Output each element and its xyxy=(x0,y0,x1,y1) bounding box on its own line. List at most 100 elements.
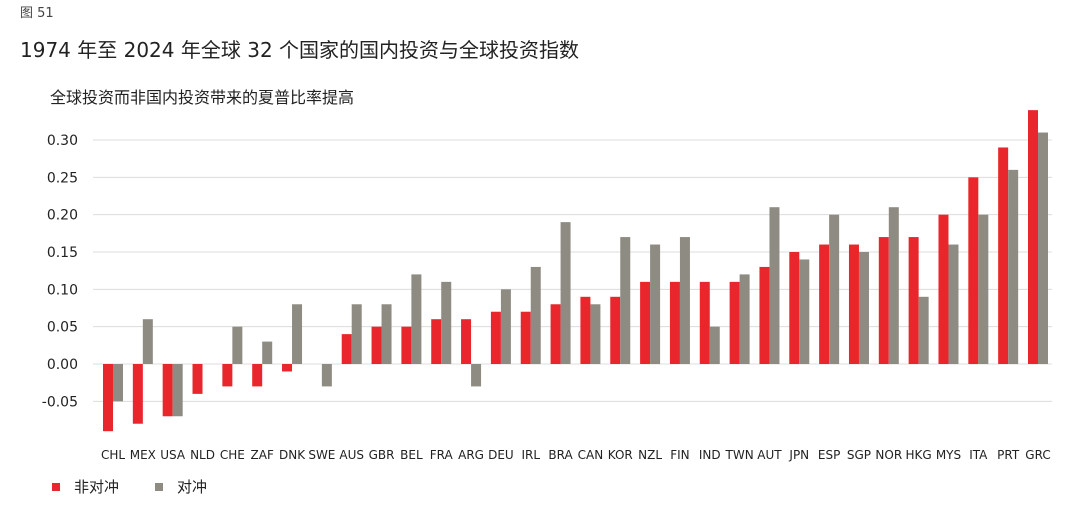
legend-item-hedged: 对冲 xyxy=(155,476,207,497)
bar-hedged-prt xyxy=(1008,169,1019,364)
bar-hedged-kor xyxy=(620,237,631,364)
y-tick-label: 0.20 xyxy=(47,208,78,224)
bar-unhedged-aus xyxy=(341,334,352,364)
x-tick-label: NLD xyxy=(190,448,215,462)
bar-unhedged-mex xyxy=(132,364,143,424)
bar-hedged-aus xyxy=(351,304,362,364)
y-tick-label: 0.30 xyxy=(47,133,78,149)
x-tick-label: NZL xyxy=(638,448,662,462)
x-tick-label: AUT xyxy=(757,448,782,462)
chart-subtitle: 全球投资而非国内投资带来的夏普比率提高 xyxy=(50,88,355,107)
x-tick-label: CHE xyxy=(220,448,245,462)
y-tick-label: 0.10 xyxy=(47,282,78,298)
x-tick-label: MEX xyxy=(130,448,156,462)
legend-swatch-hedged xyxy=(155,482,164,491)
bar-hedged-fin xyxy=(679,237,690,364)
x-tick-label: SGP xyxy=(847,448,871,462)
x-tick-label: ESP xyxy=(818,448,840,462)
bar-hedged-usa xyxy=(172,364,183,417)
x-tick-label: DNK xyxy=(279,448,306,462)
bar-unhedged-aut xyxy=(759,266,770,364)
x-tick-label: MYS xyxy=(936,448,961,462)
bar-unhedged-ind xyxy=(699,281,710,364)
x-tick-label: GRC xyxy=(1025,448,1050,462)
bar-hedged-hkg xyxy=(918,296,929,364)
bar-unhedged-can xyxy=(580,296,591,364)
x-tick-label: BEL xyxy=(400,448,423,462)
bar-unhedged-dnk xyxy=(282,364,293,372)
x-tick-label: ZAF xyxy=(251,448,274,462)
x-tick-label: SWE xyxy=(308,448,335,462)
bar-unhedged-zaf xyxy=(252,364,263,387)
bar-hedged-esp xyxy=(829,214,840,364)
x-tick-label: ARG xyxy=(458,448,484,462)
x-tick-label: NOR xyxy=(875,448,902,462)
x-tick-label: BRA xyxy=(548,448,573,462)
x-tick-label: ITA xyxy=(969,448,988,462)
x-tick-label: IRL xyxy=(521,448,540,462)
bar-hedged-chl xyxy=(113,364,123,402)
x-tick-label: JPN xyxy=(788,448,809,462)
bar-unhedged-ita xyxy=(968,177,979,364)
bar-unhedged-prt xyxy=(998,147,1009,364)
bar-hedged-jpn xyxy=(799,259,810,364)
bars xyxy=(103,110,1048,432)
bar-hedged-dnk xyxy=(292,304,303,364)
x-axis-labels: CHL MEX USA NLD CHE ZAF DNK SWE AUS GBR BEL FRA ARG D… xyxy=(101,448,1051,462)
legend-label-hedged: 对冲 xyxy=(177,478,208,496)
bar-hedged-bra xyxy=(560,222,571,364)
bar-unhedged-irl xyxy=(520,311,531,364)
legend-swatch-unhedged xyxy=(52,482,60,491)
bar-hedged-che xyxy=(232,326,243,364)
x-tick-label: PRT xyxy=(997,448,1020,462)
bar-hedged-swe xyxy=(321,364,332,387)
y-tick-label: 0.25 xyxy=(47,170,78,186)
bar-unhedged-hkg xyxy=(908,237,919,364)
y-tick-label: -0.05 xyxy=(42,394,78,410)
bar-hedged-twn xyxy=(739,274,750,364)
x-tick-label: IND xyxy=(699,448,721,462)
x-tick-label: FIN xyxy=(670,448,689,462)
bar-unhedged-kor xyxy=(610,296,621,364)
x-tick-label: GBR xyxy=(369,448,395,462)
bar-hedged-ita xyxy=(978,214,989,364)
bar-hedged-nzl xyxy=(650,244,661,364)
bar-hedged-grc xyxy=(1038,132,1048,364)
x-tick-label: KOR xyxy=(608,448,633,462)
legend-item-unhedged: 非对冲 xyxy=(52,476,119,497)
x-tick-label: USA xyxy=(160,448,186,462)
figure-label: 图 51 xyxy=(20,6,54,21)
bar-hedged-gbr xyxy=(381,304,392,364)
bar-hedged-deu xyxy=(500,289,511,364)
x-tick-label: AUS xyxy=(339,448,364,462)
bar-unhedged-gbr xyxy=(371,326,382,364)
bar-hedged-mys xyxy=(948,244,959,364)
bar-unhedged-jpn xyxy=(789,252,800,364)
bar-hedged-bel xyxy=(411,274,422,364)
x-tick-label: CAN xyxy=(578,448,604,462)
bar-hedged-arg xyxy=(471,364,482,387)
bar-hedged-sgp xyxy=(858,252,869,364)
x-tick-label: CHL xyxy=(101,448,125,462)
x-tick-label: HKG xyxy=(906,448,932,462)
bar-unhedged-usa xyxy=(162,364,173,417)
bar-hedged-can xyxy=(590,304,601,364)
bar-unhedged-bel xyxy=(401,326,412,364)
legend: 非对冲 对冲 xyxy=(52,476,207,497)
bar-unhedged-grc xyxy=(1028,110,1038,364)
bar-unhedged-arg xyxy=(461,319,472,364)
bar-hedged-mex xyxy=(142,319,153,364)
bar-unhedged-fin xyxy=(669,281,680,364)
y-tick-label: 0.15 xyxy=(47,245,78,261)
bar-unhedged-deu xyxy=(490,311,501,364)
bar-unhedged-nld xyxy=(192,364,203,394)
bar-unhedged-bra xyxy=(550,304,561,364)
bar-unhedged-nor xyxy=(878,237,889,364)
y-axis-ticks: 0.30 0.25 0.20 0.15 0.10 0.05 0.00 -0.05 xyxy=(42,133,78,410)
bar-hedged-aut xyxy=(769,207,780,364)
bar-unhedged-sgp xyxy=(848,244,859,364)
bar-unhedged-twn xyxy=(729,281,740,364)
bar-unhedged-nzl xyxy=(640,281,651,364)
bar-hedged-nor xyxy=(888,207,899,364)
